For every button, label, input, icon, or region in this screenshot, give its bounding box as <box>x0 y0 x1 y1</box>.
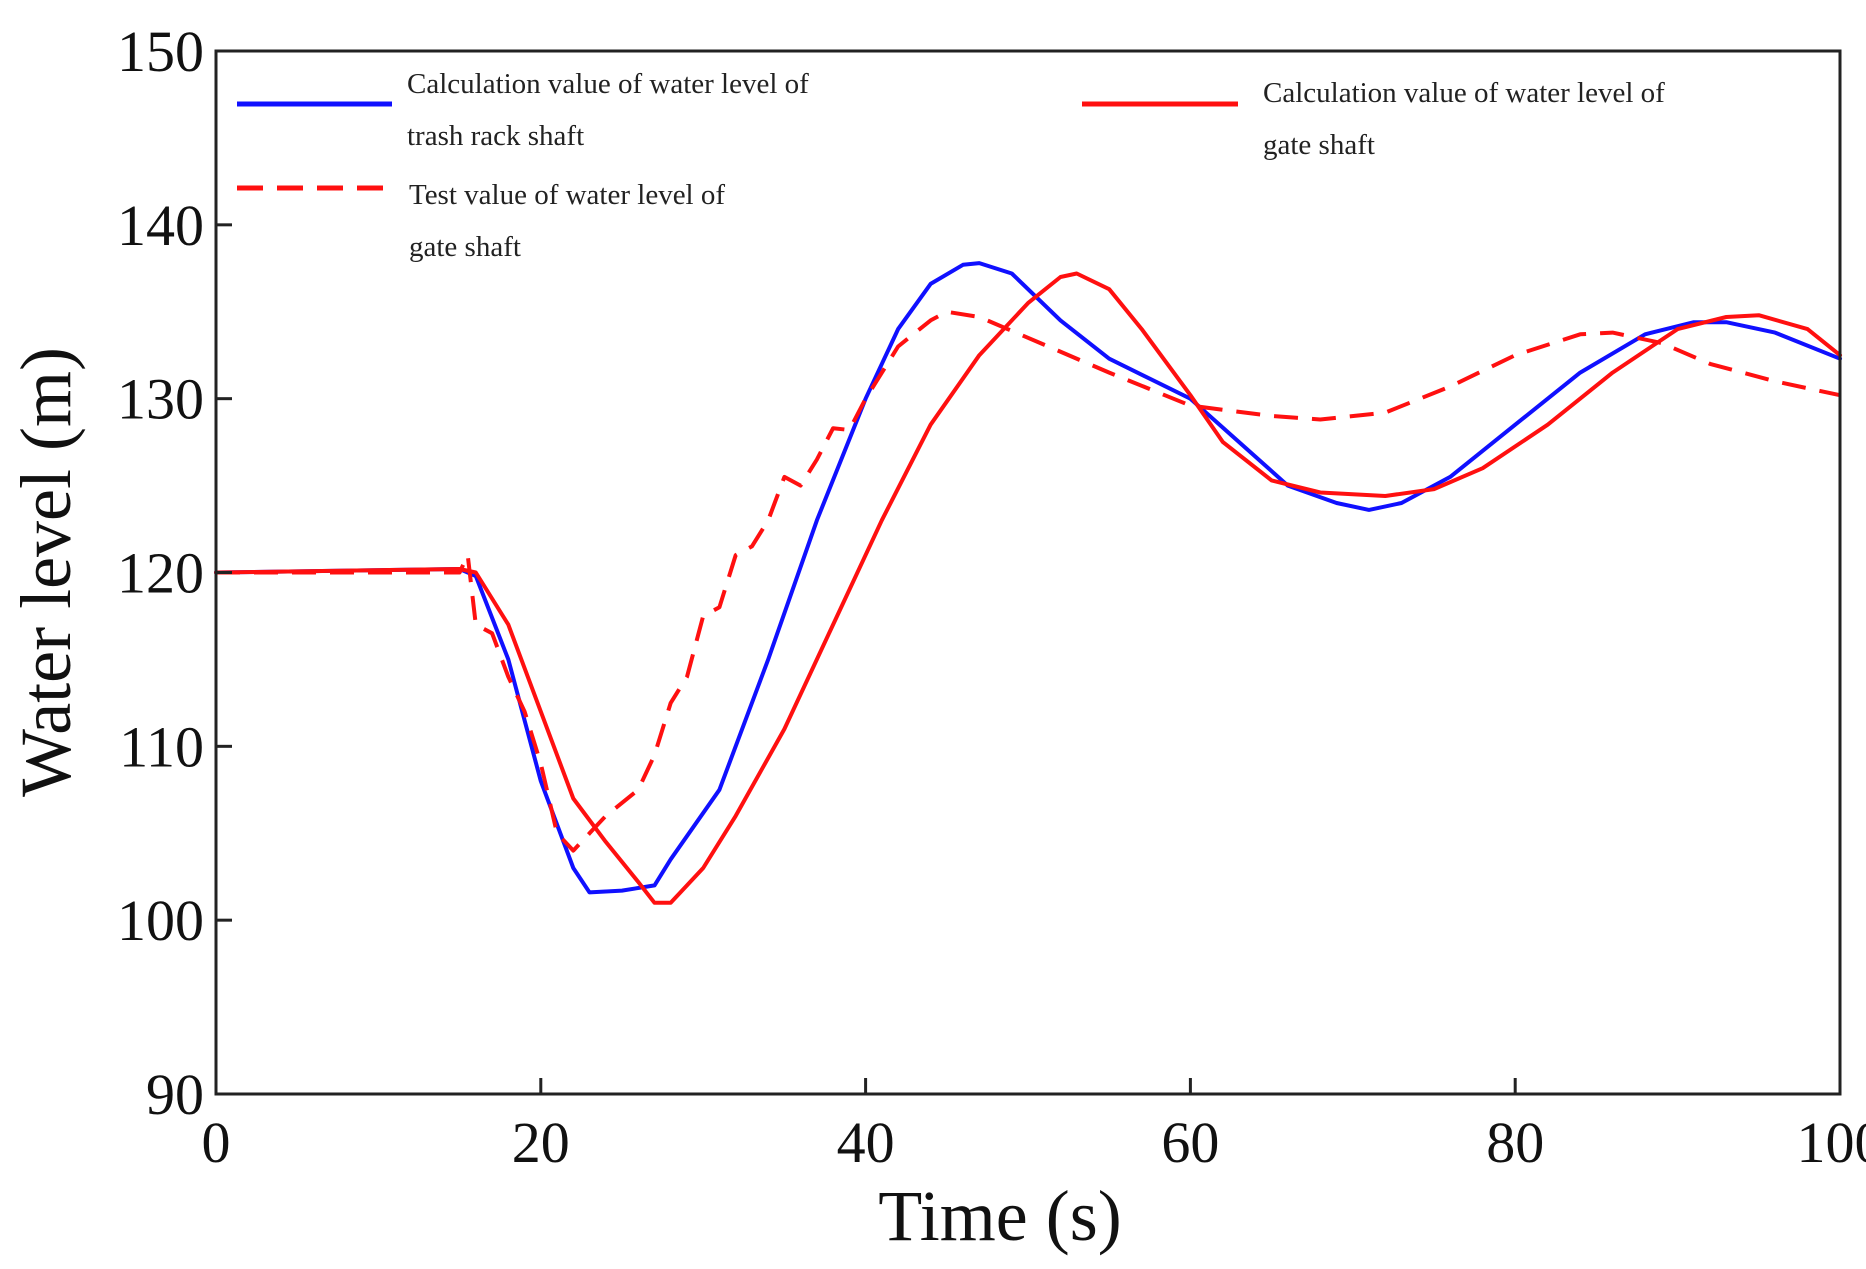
x-tick-label: 40 <box>837 1110 895 1175</box>
x-axis-title: Time (s) <box>878 1176 1121 1256</box>
series-gate-test-line <box>216 309 1841 853</box>
series-layer <box>214 261 1842 905</box>
ticks-layer: 0 20 40 60 80 100 90 100 110 120 130 140 150 <box>117 19 1866 1175</box>
y-tick-label: 120 <box>117 541 204 606</box>
y-tick-label: 140 <box>117 193 204 258</box>
y-tick-label: 150 <box>117 19 204 84</box>
legend-label-gate-test-line2: gate shaft <box>409 231 521 263</box>
y-tick-label: 110 <box>119 714 204 779</box>
x-tick-label: 20 <box>512 1110 570 1175</box>
x-tick-label: 0 <box>202 1110 231 1175</box>
y-axis-title: Water level (m) <box>6 347 86 797</box>
y-tick-label: 90 <box>146 1062 204 1127</box>
x-tick-label: 80 <box>1486 1110 1544 1175</box>
legend-label-gate-calc-line1: Calculation value of water level of <box>1263 77 1665 109</box>
legend: Calculation value of water level of tras… <box>237 68 1665 263</box>
x-tick-label: 100 <box>1797 1110 1866 1175</box>
y-tick-label: 130 <box>117 367 204 432</box>
x-tick-label: 60 <box>1161 1110 1219 1175</box>
legend-label-gate-calc-line2: gate shaft <box>1263 129 1375 161</box>
legend-label-trash-rack-calc-line1: Calculation value of water level of <box>407 68 809 100</box>
series-gate-calc-line <box>214 271 1842 905</box>
y-tick-label: 100 <box>117 888 204 953</box>
legend-label-gate-test-line1: Test value of water level of <box>409 179 725 211</box>
series-trash-rack-calc-line <box>214 261 1842 895</box>
legend-label-trash-rack-calc-line2: trash rack shaft <box>407 120 584 152</box>
